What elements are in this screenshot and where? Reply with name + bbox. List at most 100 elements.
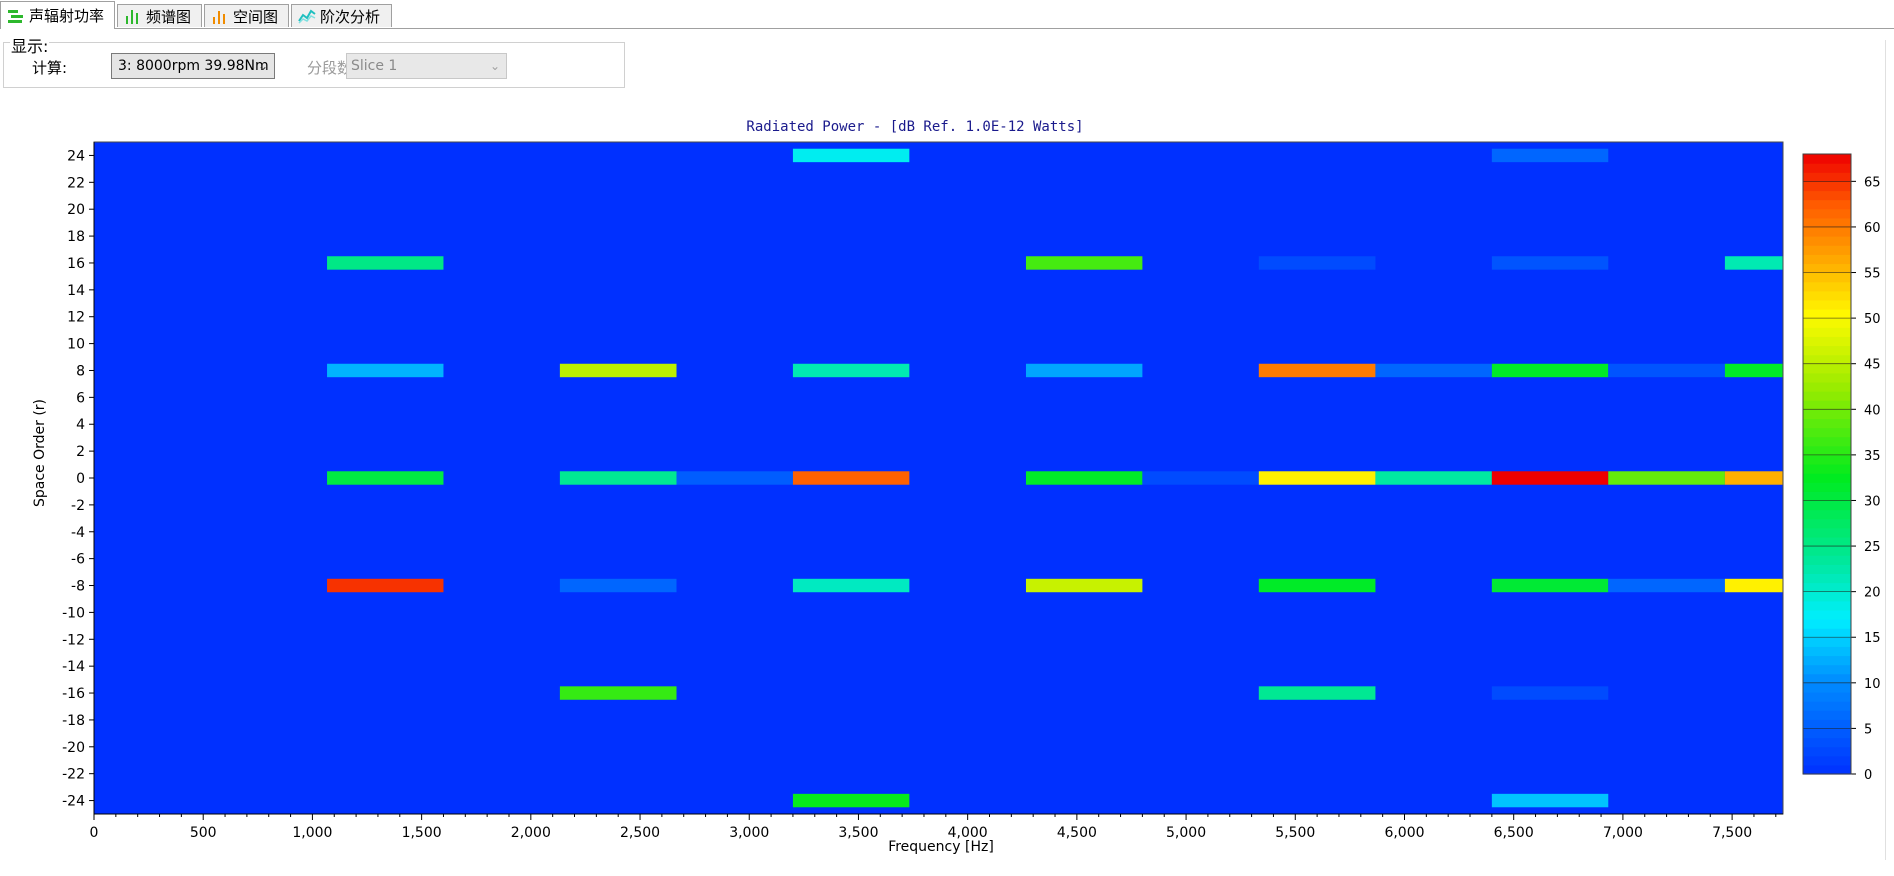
tab-order-analysis[interactable]: 阶次分析 [291,4,392,27]
heatmap-cell [1258,256,1376,270]
heatmap-cell [1491,471,1609,485]
colorbar-segment [1803,427,1851,438]
colorbar-segment [1803,400,1851,410]
colorbar-segment [1803,263,1851,274]
x-axis: 0 500 1,000 1,500 2,000 2,500 3,000 3,500 4,000 4… [90,813,1783,841]
heatmap-cell [559,471,677,485]
colorbar-segment [1803,245,1851,255]
x-tick-label: 2,500 [620,825,660,841]
heatmap-cell [1375,363,1492,378]
spatial-icon [213,11,225,24]
tab-spatial[interactable]: 空间图 [204,4,289,27]
y-tick-label: -4 [71,525,85,541]
y-tick-label: 16 [67,256,85,272]
x-tick-label: 7,500 [1712,825,1752,841]
colorbar-segment [1803,154,1851,164]
y-tick-label: -14 [62,659,85,675]
colorbar-segment [1803,418,1851,429]
colorbar-segment [1803,764,1851,775]
y-tick-label: 0 [76,471,85,487]
y-tick-label: 8 [76,363,85,379]
colorbar-tick-label: 5 [1864,722,1872,737]
colorbar-segment [1803,372,1851,383]
colorbar-tick-label: 65 [1864,175,1881,190]
colorbar-segment [1803,281,1851,292]
heatmap-cell [1142,471,1259,485]
colorbar-segment [1803,701,1851,711]
colorbar-tick-label: 30 [1864,494,1881,509]
heatmap-cell [1258,578,1376,593]
y-tick-label: 2 [76,444,85,460]
y-tick-label: 22 [67,175,85,191]
heatmap-cell [559,363,677,378]
colorbar-segment [1803,345,1851,356]
y-tick-label: -20 [62,740,85,756]
x-tick-label: 2,000 [511,825,551,841]
heatmap-cell [676,471,793,485]
colorbar-segment [1803,518,1851,529]
colorbar-segment [1803,327,1851,337]
colorbar-segment [1803,464,1851,474]
heatmap-cell [1025,578,1143,593]
y-tick-label: 6 [76,390,85,406]
y-tick-label: 12 [67,310,85,326]
heatmap-cell [792,578,910,593]
colorbar-segment [1803,564,1851,575]
colorbar-segment [1803,454,1851,465]
colorbar-segment [1803,628,1851,638]
heatmap-cell [792,793,910,808]
colorbar-segment [1803,691,1851,702]
heatmap-cell [1258,363,1376,378]
colorbar-segment [1803,655,1851,666]
heatmap-cell [1491,148,1609,163]
heatmap-cell [792,471,910,485]
tab-spectrum[interactable]: 频谱图 [117,4,202,27]
colorbar-segment [1803,637,1851,647]
chevron-down-icon: ⌄ [257,59,268,73]
colorbar-segment [1803,673,1851,684]
y-tick-label: -6 [71,552,85,568]
colorbar-segment [1803,208,1851,219]
colorbar-segment [1803,546,1851,556]
heatmap-cell [1491,793,1609,808]
colorbar-segment [1803,199,1851,210]
heatmap-plot [93,141,1784,815]
colorbar-segment [1803,527,1851,538]
tab-radiated-power[interactable]: 声辐射功率 [0,1,115,29]
x-axis-label: Frequency [Hz] [888,839,994,855]
heatmap-cell [327,578,444,593]
y-tick-label: -10 [62,605,85,621]
colorbar-tick-label: 35 [1864,449,1881,464]
x-tick-label: 6,500 [1494,825,1534,841]
colorbar-segment [1803,755,1851,766]
colorbar-segment [1803,181,1851,192]
colorbar-tick-label: 0 [1864,768,1872,783]
colorbar-segment [1803,509,1851,520]
colorbar-segment [1803,664,1851,675]
display-groupbox [3,42,625,88]
y-tick-label: 20 [67,202,85,218]
calc-select[interactable]: 3: 8000rpm 39.98Nm ⌄ [111,53,275,79]
tab-label: 空间图 [233,7,279,26]
tab-label: 阶次分析 [320,7,381,26]
colorbar-tick-label: 45 [1864,358,1881,373]
tab-label: 声辐射功率 [29,7,105,25]
colorbar-segment [1803,609,1851,620]
colorbar-tick-label: 55 [1864,267,1881,282]
heatmap-cell [1025,471,1143,485]
colorbar-segment [1803,555,1851,565]
x-tick-label: 3,500 [838,825,878,841]
colorbar-segment [1803,445,1851,456]
heatmap-cell [792,363,910,378]
slice-select: Slice 1 ⌄ [346,53,507,79]
colorbar-segment [1803,309,1851,319]
x-tick-label: 5,500 [1275,825,1315,841]
heatmap-cell [1724,471,1783,485]
colorbar-tick-label: 60 [1864,221,1881,236]
slice-select-value: Slice 1 [351,58,398,74]
colorbar-segment [1803,299,1851,310]
heatmap-cell [1025,363,1143,378]
heatmap-cell [1491,256,1609,270]
colorbar-segment [1803,682,1851,693]
colorbar-segment [1803,172,1851,182]
